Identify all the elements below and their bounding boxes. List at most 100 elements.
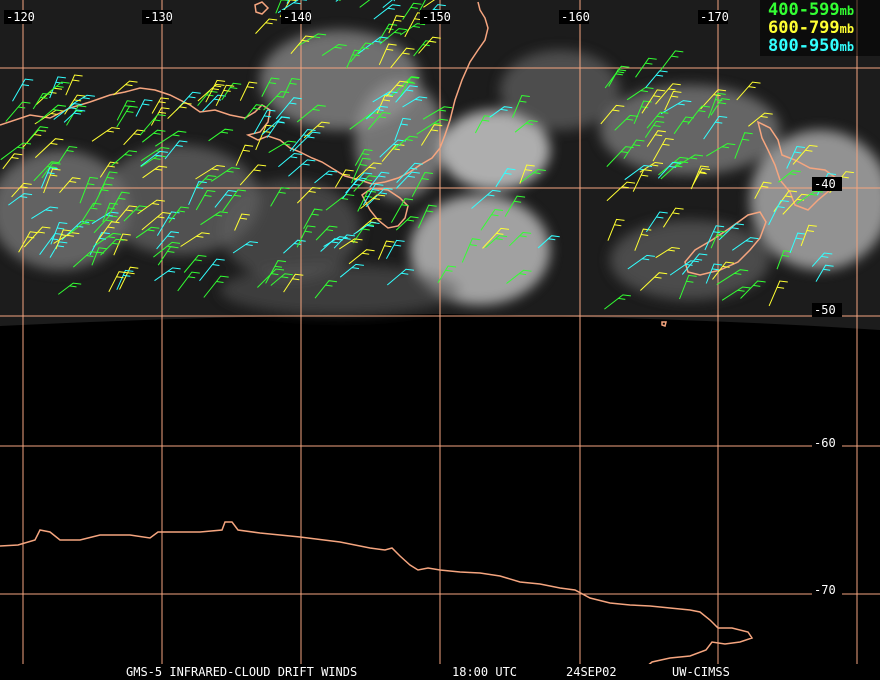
wind-barb	[606, 181, 636, 202]
wind-barb	[504, 195, 526, 217]
wind-barb	[239, 81, 258, 101]
wind-barb	[154, 267, 181, 282]
wind-barb	[736, 81, 761, 101]
wind-barb	[257, 268, 285, 288]
wind-barb	[69, 219, 96, 234]
legend-item-600-799: 600-799mb	[768, 18, 854, 38]
lat-label: -60	[814, 436, 836, 450]
coastline-islet-small	[661, 321, 667, 327]
wind-barb	[202, 94, 226, 112]
wind-barb	[796, 190, 823, 204]
wind-barb	[98, 171, 118, 195]
wind-barb	[776, 250, 792, 270]
wind-barb	[167, 102, 192, 119]
wind-barb	[253, 109, 276, 134]
wind-barb	[34, 138, 64, 158]
wind-barb	[732, 237, 759, 251]
wind-barb	[111, 150, 138, 167]
source-caption: UW-CIMSS	[672, 665, 730, 679]
wind-barb	[61, 220, 90, 241]
wind-barb	[135, 226, 160, 239]
wind-barb	[394, 117, 411, 141]
wind-barb	[512, 94, 530, 118]
coastline-islet-north	[254, 1, 270, 15]
wind-barb	[81, 202, 102, 223]
wind-barb	[716, 269, 749, 286]
legend-item-400-599: 400-599mb	[768, 0, 854, 20]
wind-barb	[607, 218, 625, 241]
wind-barb	[37, 104, 67, 123]
wind-barb	[379, 28, 407, 45]
wind-barb	[710, 230, 727, 249]
wind-barb	[72, 251, 99, 268]
wind-barb	[639, 161, 664, 173]
wind-barb	[282, 77, 300, 99]
wind-barb	[353, 175, 378, 192]
wind-barb	[721, 286, 751, 301]
wind-barb	[113, 80, 138, 96]
wind-barb	[402, 96, 428, 108]
wind-barb	[41, 81, 70, 99]
wind-barb	[635, 57, 657, 78]
wind-barb	[208, 128, 234, 142]
wind-barb	[123, 205, 148, 222]
lat-lon-grid	[0, 0, 880, 665]
wind-barb	[815, 264, 834, 282]
wind-barb	[351, 157, 371, 184]
wind-barb	[396, 162, 423, 183]
wind-barb	[734, 132, 753, 159]
wind-barb	[235, 144, 254, 166]
wind-barb	[506, 269, 532, 284]
wind-barb	[32, 92, 51, 110]
wind-barb	[388, 15, 405, 34]
wind-barb	[703, 115, 728, 140]
wind-barb	[537, 235, 560, 249]
wind-barb	[692, 168, 711, 186]
wind-barb	[474, 115, 493, 134]
wind-barb	[323, 236, 348, 248]
wind-barb	[53, 103, 83, 120]
wind-barb	[646, 111, 669, 129]
wind-barb	[119, 266, 139, 290]
wind-barb	[645, 70, 668, 89]
wind-barb	[221, 82, 242, 101]
wind-barb	[658, 156, 689, 176]
wind-barb	[234, 213, 250, 231]
wind-barb	[290, 35, 314, 55]
wind-barb	[188, 181, 207, 206]
wind-barb	[303, 121, 330, 139]
wind-barb	[385, 80, 408, 97]
wind-barb	[378, 43, 397, 66]
wind-barb	[646, 130, 666, 147]
wind-barb	[296, 104, 326, 123]
wind-barb	[155, 130, 187, 147]
wind-barb	[28, 126, 49, 141]
lon-label: -120	[6, 10, 35, 24]
wind-barb	[395, 171, 420, 189]
wind-barb	[664, 90, 682, 111]
wind-barb	[200, 211, 228, 226]
wind-barb	[239, 164, 267, 186]
wind-barb	[115, 205, 138, 223]
wind-barb	[2, 153, 23, 170]
wind-barb	[232, 241, 258, 254]
wind-barb	[402, 2, 422, 20]
wind-barb	[606, 146, 634, 167]
wind-barb	[288, 159, 316, 177]
time-caption: 18:00 UTC	[452, 665, 517, 679]
wind-barb	[367, 111, 391, 130]
wind-barb	[768, 280, 788, 307]
wind-barb	[700, 89, 727, 110]
wind-barb	[423, 0, 436, 8]
wind-barb	[275, 0, 289, 14]
wind-barb	[70, 94, 95, 106]
wind-barb	[378, 23, 398, 42]
wind-barb	[687, 105, 710, 125]
lon-label: -150	[422, 10, 451, 24]
wind-barb	[660, 100, 692, 115]
wind-barb	[641, 89, 666, 114]
date-caption: 24SEP02	[566, 665, 617, 679]
wind-barb	[485, 235, 508, 248]
wind-barb	[471, 189, 501, 209]
wind-barb	[395, 85, 418, 103]
